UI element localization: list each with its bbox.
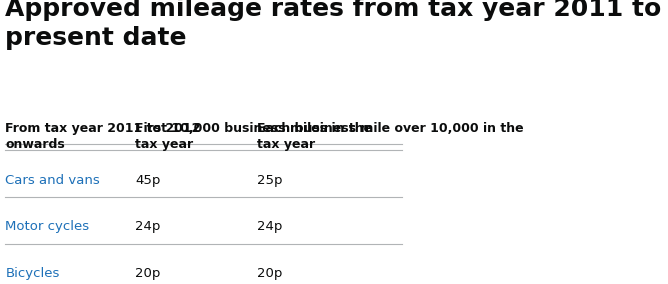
Text: 45p: 45p bbox=[135, 174, 160, 187]
Text: Motor cycles: Motor cycles bbox=[5, 220, 90, 233]
Text: Each business mile over 10,000 in the
tax year: Each business mile over 10,000 in the ta… bbox=[257, 122, 523, 151]
Text: 24p: 24p bbox=[257, 220, 282, 233]
Text: Cars and vans: Cars and vans bbox=[5, 174, 100, 187]
Text: 20p: 20p bbox=[135, 267, 160, 280]
Text: From tax year 2011 to 2012
onwards: From tax year 2011 to 2012 onwards bbox=[5, 122, 201, 151]
Text: 24p: 24p bbox=[135, 220, 160, 233]
Text: Bicycles: Bicycles bbox=[5, 267, 60, 280]
Text: 20p: 20p bbox=[257, 267, 282, 280]
Text: Approved mileage rates from tax year 2011 to 2012 to
present date: Approved mileage rates from tax year 201… bbox=[5, 0, 668, 50]
Text: First 10,000 business miles in the
tax year: First 10,000 business miles in the tax y… bbox=[135, 122, 372, 151]
Text: 25p: 25p bbox=[257, 174, 282, 187]
